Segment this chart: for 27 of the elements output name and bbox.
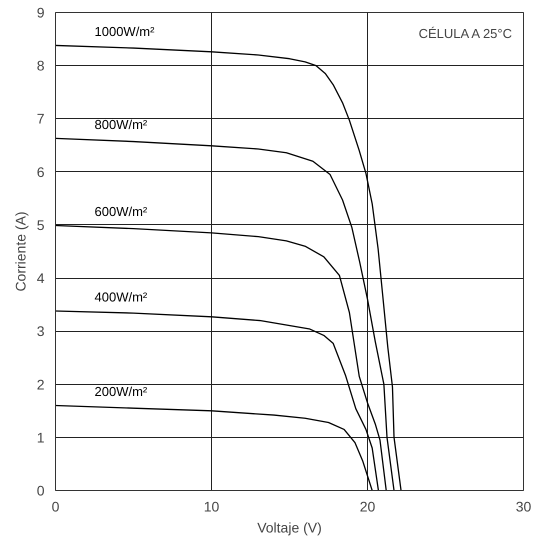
x-axis-title: Voltaje (V) [257,520,322,536]
line-series [56,404,373,490]
y-tick-label: 4 [36,270,45,286]
series-label: 600W/m² [94,204,148,220]
series-label: 1000W/m² [94,24,156,40]
annotation: CÉLULA A 25°C [418,26,512,41]
y-tick-label: 8 [36,58,45,74]
x-tick-label: 30 [516,498,532,514]
line-series [56,310,380,490]
y-tick-label: 3 [36,323,45,340]
y-tick-label: 6 [36,164,45,180]
y-tick-label: 5 [36,216,45,233]
y-tick-label: 2 [36,376,45,392]
line-series [56,44,402,490]
series-label: 800W/m² [94,117,148,132]
x-tick-label: 0 [52,498,60,514]
series-label: 200W/m² [94,384,148,400]
line-series [56,224,387,490]
y-tick-label: 1 [36,429,45,446]
x-tick-label: 20 [360,498,376,514]
series-label: 400W/m² [94,290,148,305]
y-axis-title: Corriente (A) [12,211,29,292]
y-tick-label: 9 [36,4,45,20]
line-series [56,138,395,490]
y-tick-label: 0 [36,482,45,498]
x-tick-label: 10 [204,498,220,514]
y-tick-label: 7 [36,110,45,127]
